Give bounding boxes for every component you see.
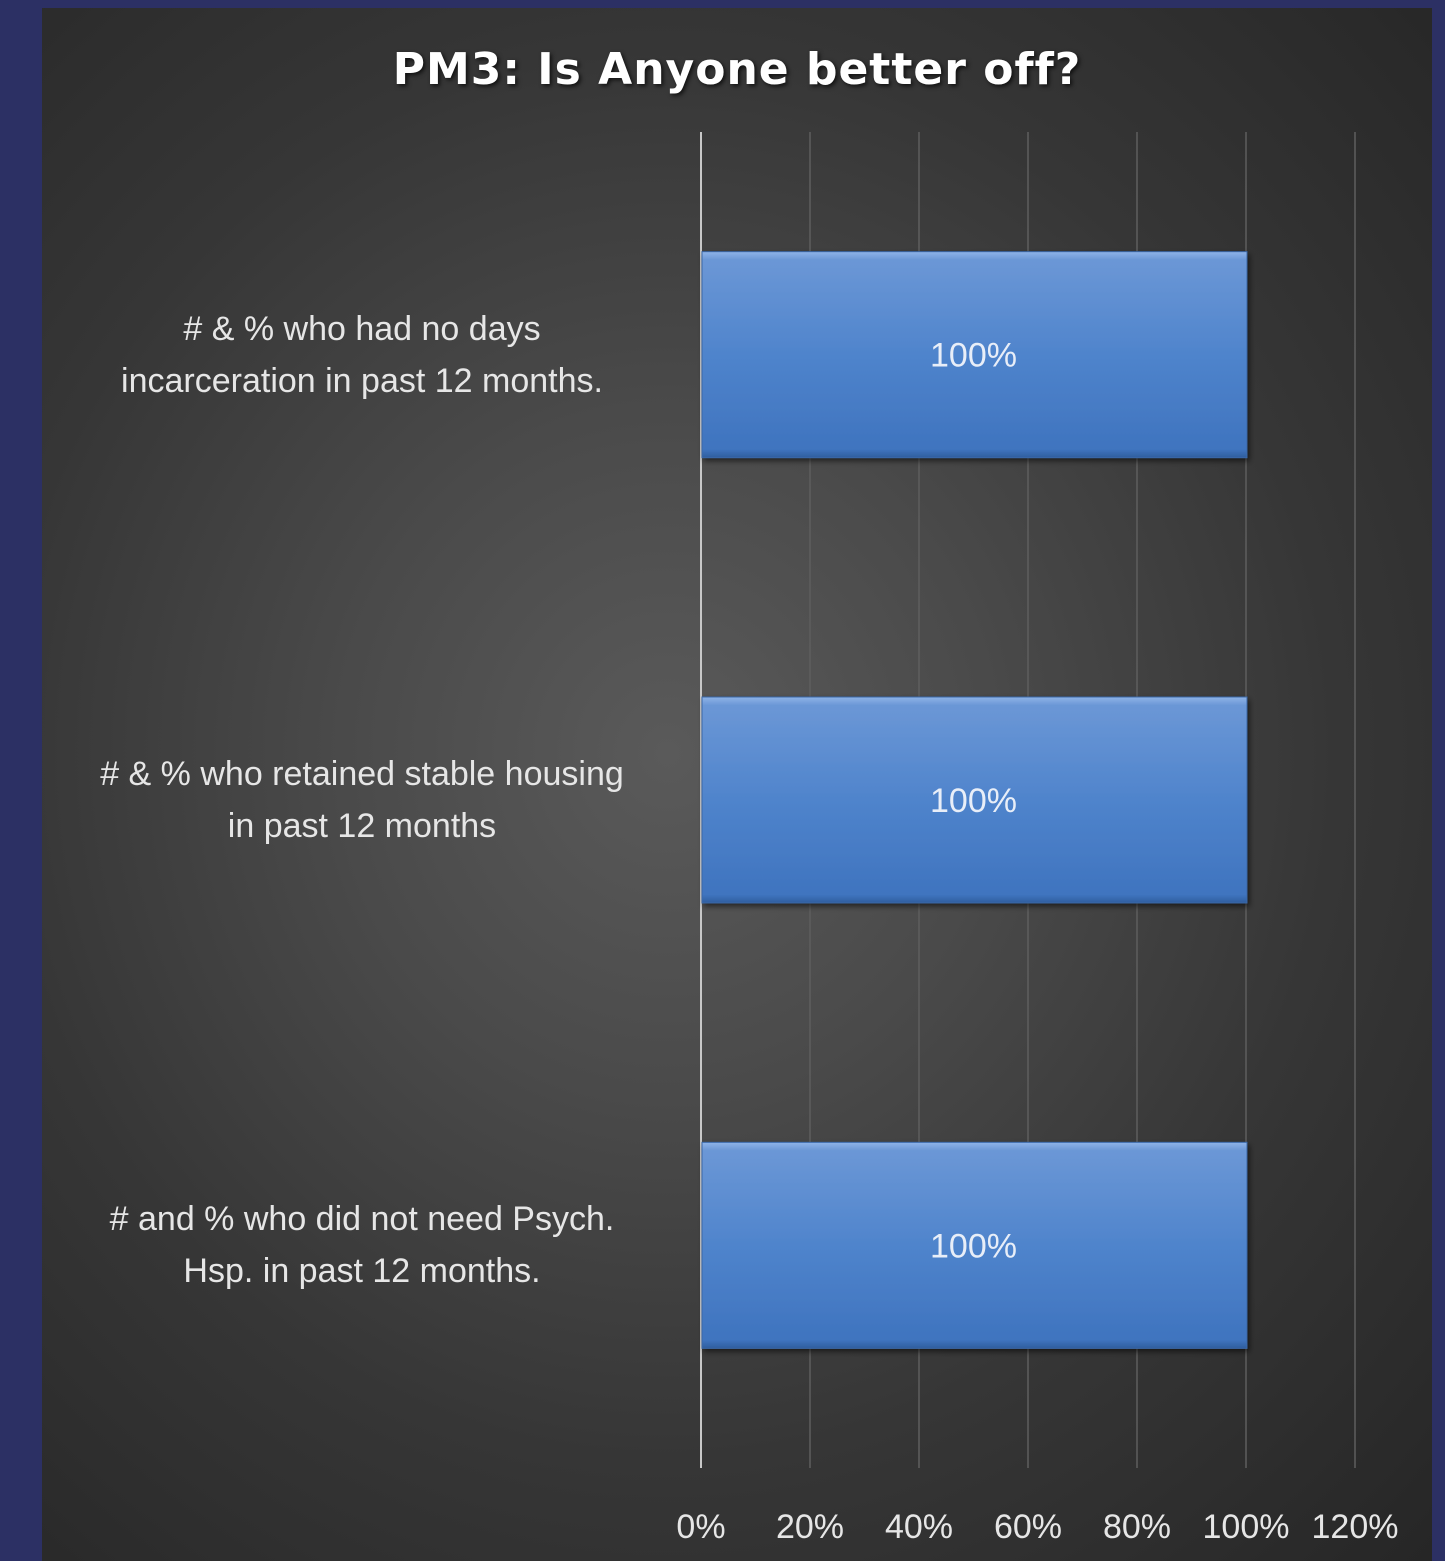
bar: [701, 696, 1248, 904]
bar-data-label: 100%: [930, 337, 1017, 375]
category-label-line: in past 12 months: [227, 807, 497, 845]
bar-data-label: 100%: [930, 1227, 1017, 1265]
category-label: # & % who retained stable housing in past…: [42, 748, 682, 852]
category-label-line: Hsp. in past 12 months.: [183, 1252, 541, 1291]
bar: [701, 1141, 1248, 1349]
category-label-line: incarceration in past 12 months.: [121, 361, 603, 400]
x-tick-label: 100%: [1203, 1508, 1290, 1546]
chart-title: PM3: Is Anyone better off?: [392, 44, 1082, 95]
bar: [701, 251, 1248, 459]
category-label-line: # & % who had no days: [183, 309, 541, 348]
category-label: # & % who had no days incarceration in pa…: [42, 303, 682, 407]
chart-area: PM3: Is Anyone better off? 100% 100% 100% …: [42, 8, 1432, 1561]
x-tick-label: 40%: [885, 1508, 953, 1546]
bar-data-label: 100%: [930, 782, 1017, 820]
category-label: # and % who did not need Psych. Hsp. in p…: [42, 1193, 682, 1297]
x-tick-label: 60%: [994, 1508, 1062, 1546]
x-tick-label: 0%: [676, 1508, 725, 1546]
bar-chart: 100% 100% 100% 0% 20% 40% 60% 80% 100% 120%: [676, 132, 1398, 1546]
x-tick-label: 80%: [1103, 1508, 1171, 1546]
category-label-line: # & % who retained stable housing: [100, 755, 624, 793]
x-tick-label: 20%: [776, 1508, 844, 1546]
bars: 100% 100% 100%: [701, 251, 1248, 1349]
category-label-line: # and % who did not need Psych.: [109, 1200, 615, 1239]
x-axis-tick-labels: 0% 20% 40% 60% 80% 100% 120%: [676, 1508, 1398, 1546]
x-tick-label: 120%: [1312, 1508, 1399, 1546]
